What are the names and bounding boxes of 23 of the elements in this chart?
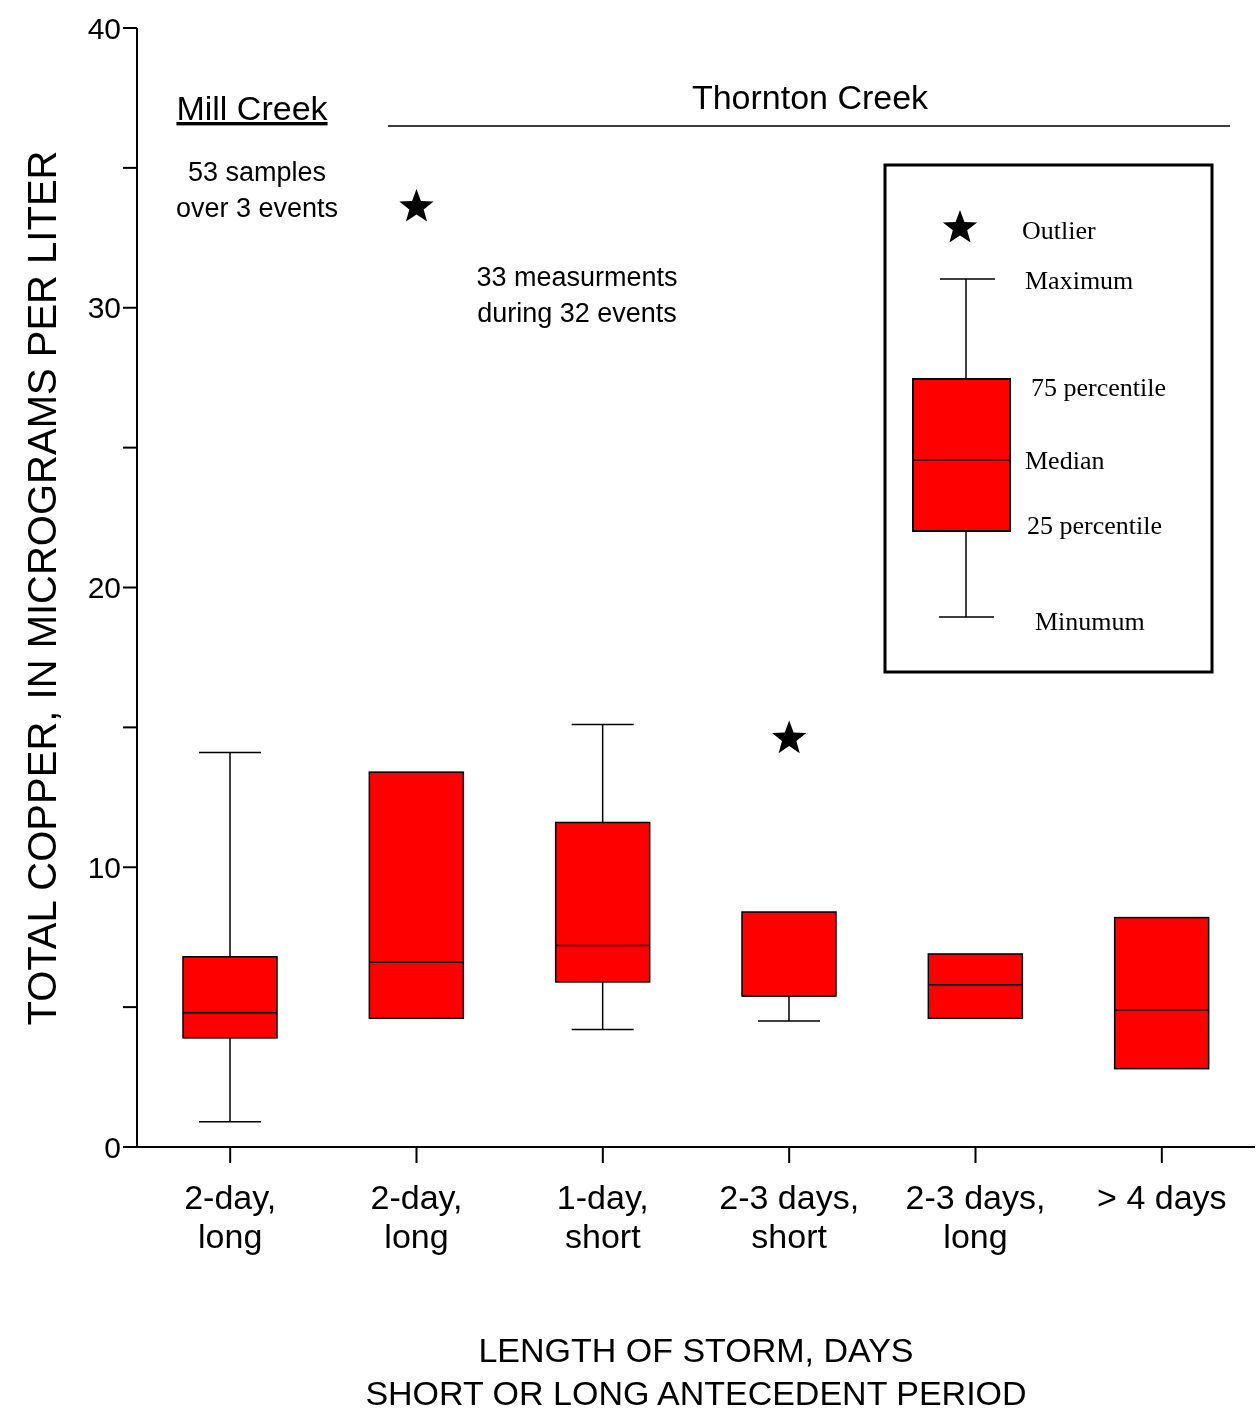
annotation: Mill Creek <box>176 89 329 127</box>
y-tick-label: 20 <box>87 571 121 605</box>
y-tick-label: 0 <box>104 1130 121 1164</box>
x-axis-title: LENGTH OF STORM, DAYS SHORT OR LONG ANTECEDENT PERIOD <box>365 1331 1027 1412</box>
annotation: Outlier <box>1022 216 1096 245</box>
x-tick-label: 2-3 days, long <box>905 1178 1046 1256</box>
x-tick-label: 2-day, long <box>370 1178 463 1256</box>
x-tick-label: 2-day, long <box>184 1178 277 1256</box>
annotation: Median <box>1025 446 1105 475</box>
annotation: 33 measurments during 32 events <box>476 262 678 329</box>
annotation: Thornton Creek <box>691 78 930 116</box>
y-tick-label: 10 <box>87 850 121 884</box>
annotation: 75 percentile <box>1031 373 1166 402</box>
x-tick-label: 2-3 days, short <box>719 1178 860 1256</box>
x-tick-label: 1-day, short <box>556 1178 649 1256</box>
y-tick-label: 40 <box>87 11 121 45</box>
y-axis-title: TOTAL COPPER, IN MICROGRAMS PER LITER <box>20 150 64 1026</box>
x-tick-label: > 4 days <box>1097 1178 1227 1216</box>
y-tick-label: 30 <box>87 291 121 325</box>
annotation: Minumum <box>1035 607 1145 636</box>
annotation: 53 samples over 3 events <box>175 157 339 223</box>
annotation: Maximum <box>1025 266 1134 295</box>
annotation: 25 percentile <box>1027 511 1162 540</box>
